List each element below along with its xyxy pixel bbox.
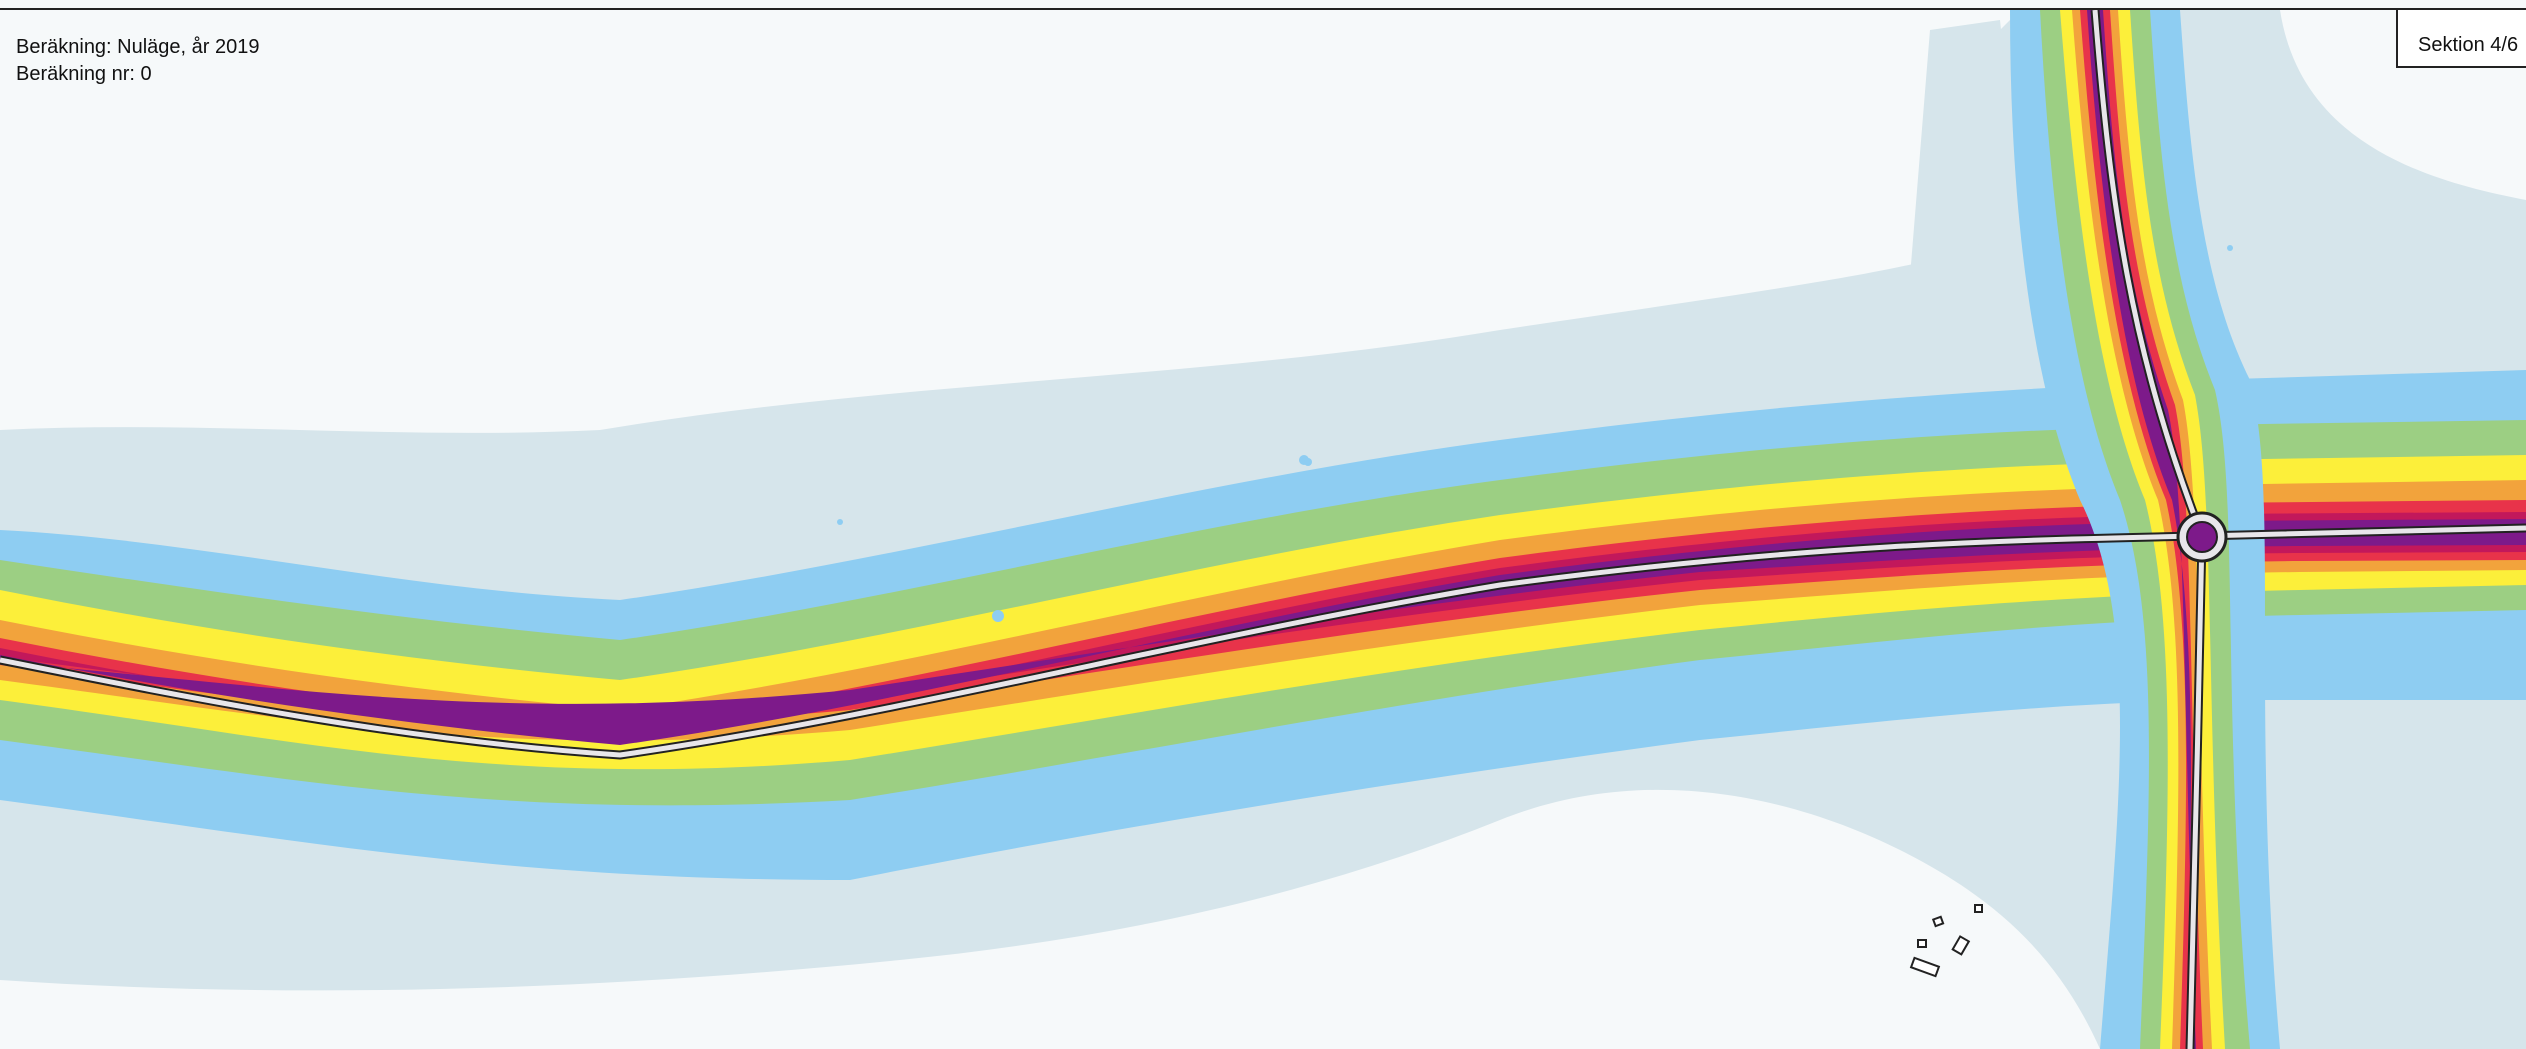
band-purple	[0, 519, 2526, 745]
building-icon	[1909, 904, 1983, 978]
noise-band-halo-top-right	[1900, 20, 2003, 420]
band-purple-vertical	[2087, 10, 2196, 1049]
calculation-info: Beräkning: Nuläge, år 2019 Beräkning nr:…	[16, 34, 260, 88]
section-label: Sektion 4/6	[2418, 34, 2519, 56]
noise-band-halo-bottom-right	[2200, 600, 2526, 1049]
section-indicator	[2396, 8, 2526, 68]
band-orange-vertical	[2072, 10, 2212, 1049]
water-spots	[837, 245, 2233, 656]
top-border	[0, 8, 2526, 10]
calculation-number: Beräkning nr: 0	[16, 63, 152, 85]
roundabout-icon	[2176, 511, 2228, 563]
band-red-vertical	[2080, 10, 2203, 1049]
main-road-surface	[0, 525, 2526, 758]
calculation-label: Beräkning: Nuläge, år 2019	[16, 36, 260, 58]
